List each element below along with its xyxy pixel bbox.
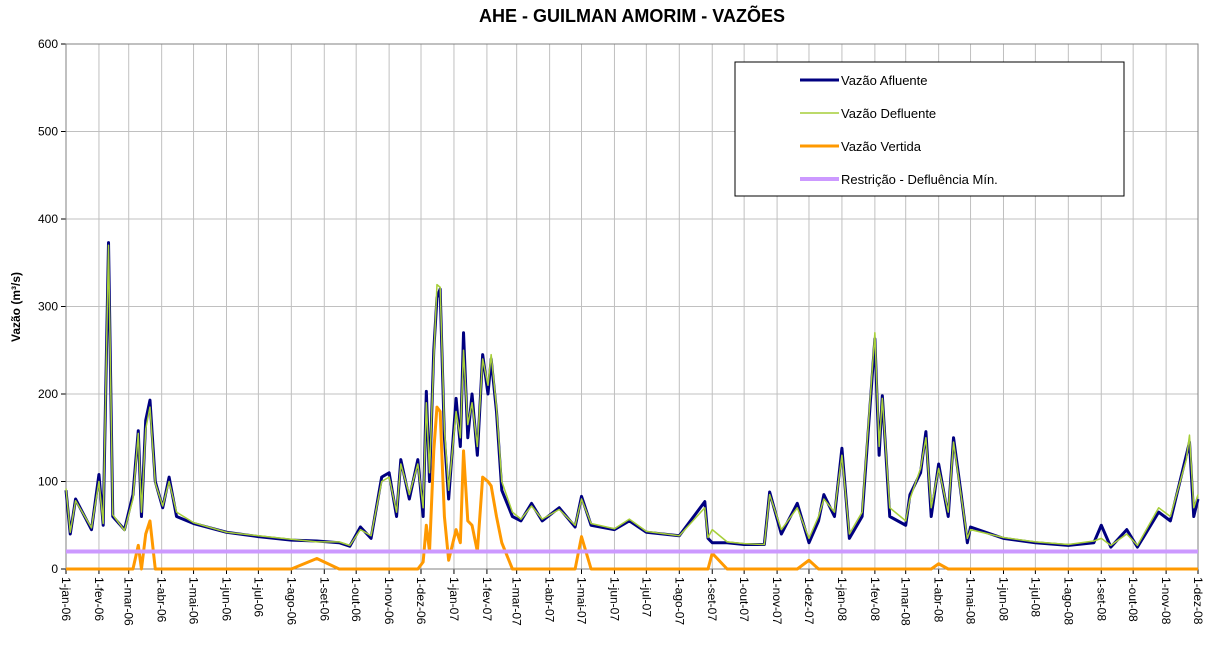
x-tick-label: 1-fev-08 xyxy=(868,577,882,621)
x-tick-label: 1-mar-06 xyxy=(122,577,136,626)
x-tick-label: 1-fev-07 xyxy=(480,577,494,621)
x-tick-label: 1-set-08 xyxy=(1094,577,1108,621)
x-tick-label: 1-jul-06 xyxy=(251,577,265,617)
x-tick-label: 1-mai-06 xyxy=(187,577,201,625)
x-tick-label: 1-set-06 xyxy=(317,577,331,621)
x-tick-label: 1-dez-08 xyxy=(1191,577,1205,625)
x-tick-label: 1-fev-06 xyxy=(92,577,106,621)
y-tick-label: 200 xyxy=(38,387,58,401)
legend-label: Restrição - Defluência Mín. xyxy=(841,172,998,187)
x-tick-label: 1-nov-08 xyxy=(1159,577,1173,625)
y-tick-label: 400 xyxy=(38,212,58,226)
x-tick-label: 1-ago-08 xyxy=(1061,577,1075,625)
y-tick-label: 100 xyxy=(38,475,58,489)
x-tick-label: 1-jun-08 xyxy=(996,577,1010,621)
x-tick-label: 1-jun-07 xyxy=(607,577,621,621)
x-tick-label: 1-mai-08 xyxy=(964,577,978,625)
x-tick-label: 1-nov-07 xyxy=(770,577,784,625)
series-line xyxy=(65,244,1199,547)
x-tick-label: 1-mai-07 xyxy=(575,577,589,625)
x-tick-label: 1-dez-06 xyxy=(414,577,428,625)
x-tick-label: 1-jan-06 xyxy=(59,577,73,621)
y-axis-label: Vazão (m³/s) xyxy=(9,272,23,342)
y-tick-label: 600 xyxy=(38,37,58,51)
chart-title: AHE - GUILMAN AMORIM - VAZÕES xyxy=(479,5,785,26)
x-tick-label: 1-out-07 xyxy=(737,577,751,622)
x-tick-label: 1-dez-07 xyxy=(802,577,816,625)
x-tick-label: 1-out-08 xyxy=(1126,577,1140,622)
legend-label: Vazão Defluente xyxy=(841,106,936,121)
x-tick-label: 1-jul-08 xyxy=(1028,577,1042,617)
x-tick-label: 1-set-07 xyxy=(705,577,719,621)
x-tick-label: 1-ago-07 xyxy=(672,577,686,625)
x-tick-label: 1-abr-08 xyxy=(932,577,946,623)
y-tick-label: 0 xyxy=(51,562,58,576)
series-line xyxy=(66,405,1198,571)
x-tick-label: 1-jan-08 xyxy=(835,577,849,621)
x-tick-label: 1-nov-06 xyxy=(382,577,396,625)
x-tick-label: 1-jul-07 xyxy=(639,577,653,617)
x-tick-label: 1-abr-07 xyxy=(543,577,557,623)
x-tick-label: 1-mar-07 xyxy=(510,577,524,626)
series-line xyxy=(64,241,1200,549)
y-tick-label: 300 xyxy=(38,300,58,314)
legend-label: Vazão Afluente xyxy=(841,73,928,88)
x-tick-label: 1-jan-07 xyxy=(447,577,461,621)
legend-label: Vazão Vertida xyxy=(841,139,922,154)
x-tick-label: 1-mar-08 xyxy=(899,577,913,626)
x-tick-label: 1-ago-06 xyxy=(284,577,298,625)
y-tick-label: 500 xyxy=(38,125,58,139)
legend-box xyxy=(734,61,1125,197)
x-tick-label: 1-jun-06 xyxy=(219,577,233,621)
x-tick-label: 1-abr-06 xyxy=(155,577,169,623)
x-tick-label: 1-out-06 xyxy=(349,577,363,622)
